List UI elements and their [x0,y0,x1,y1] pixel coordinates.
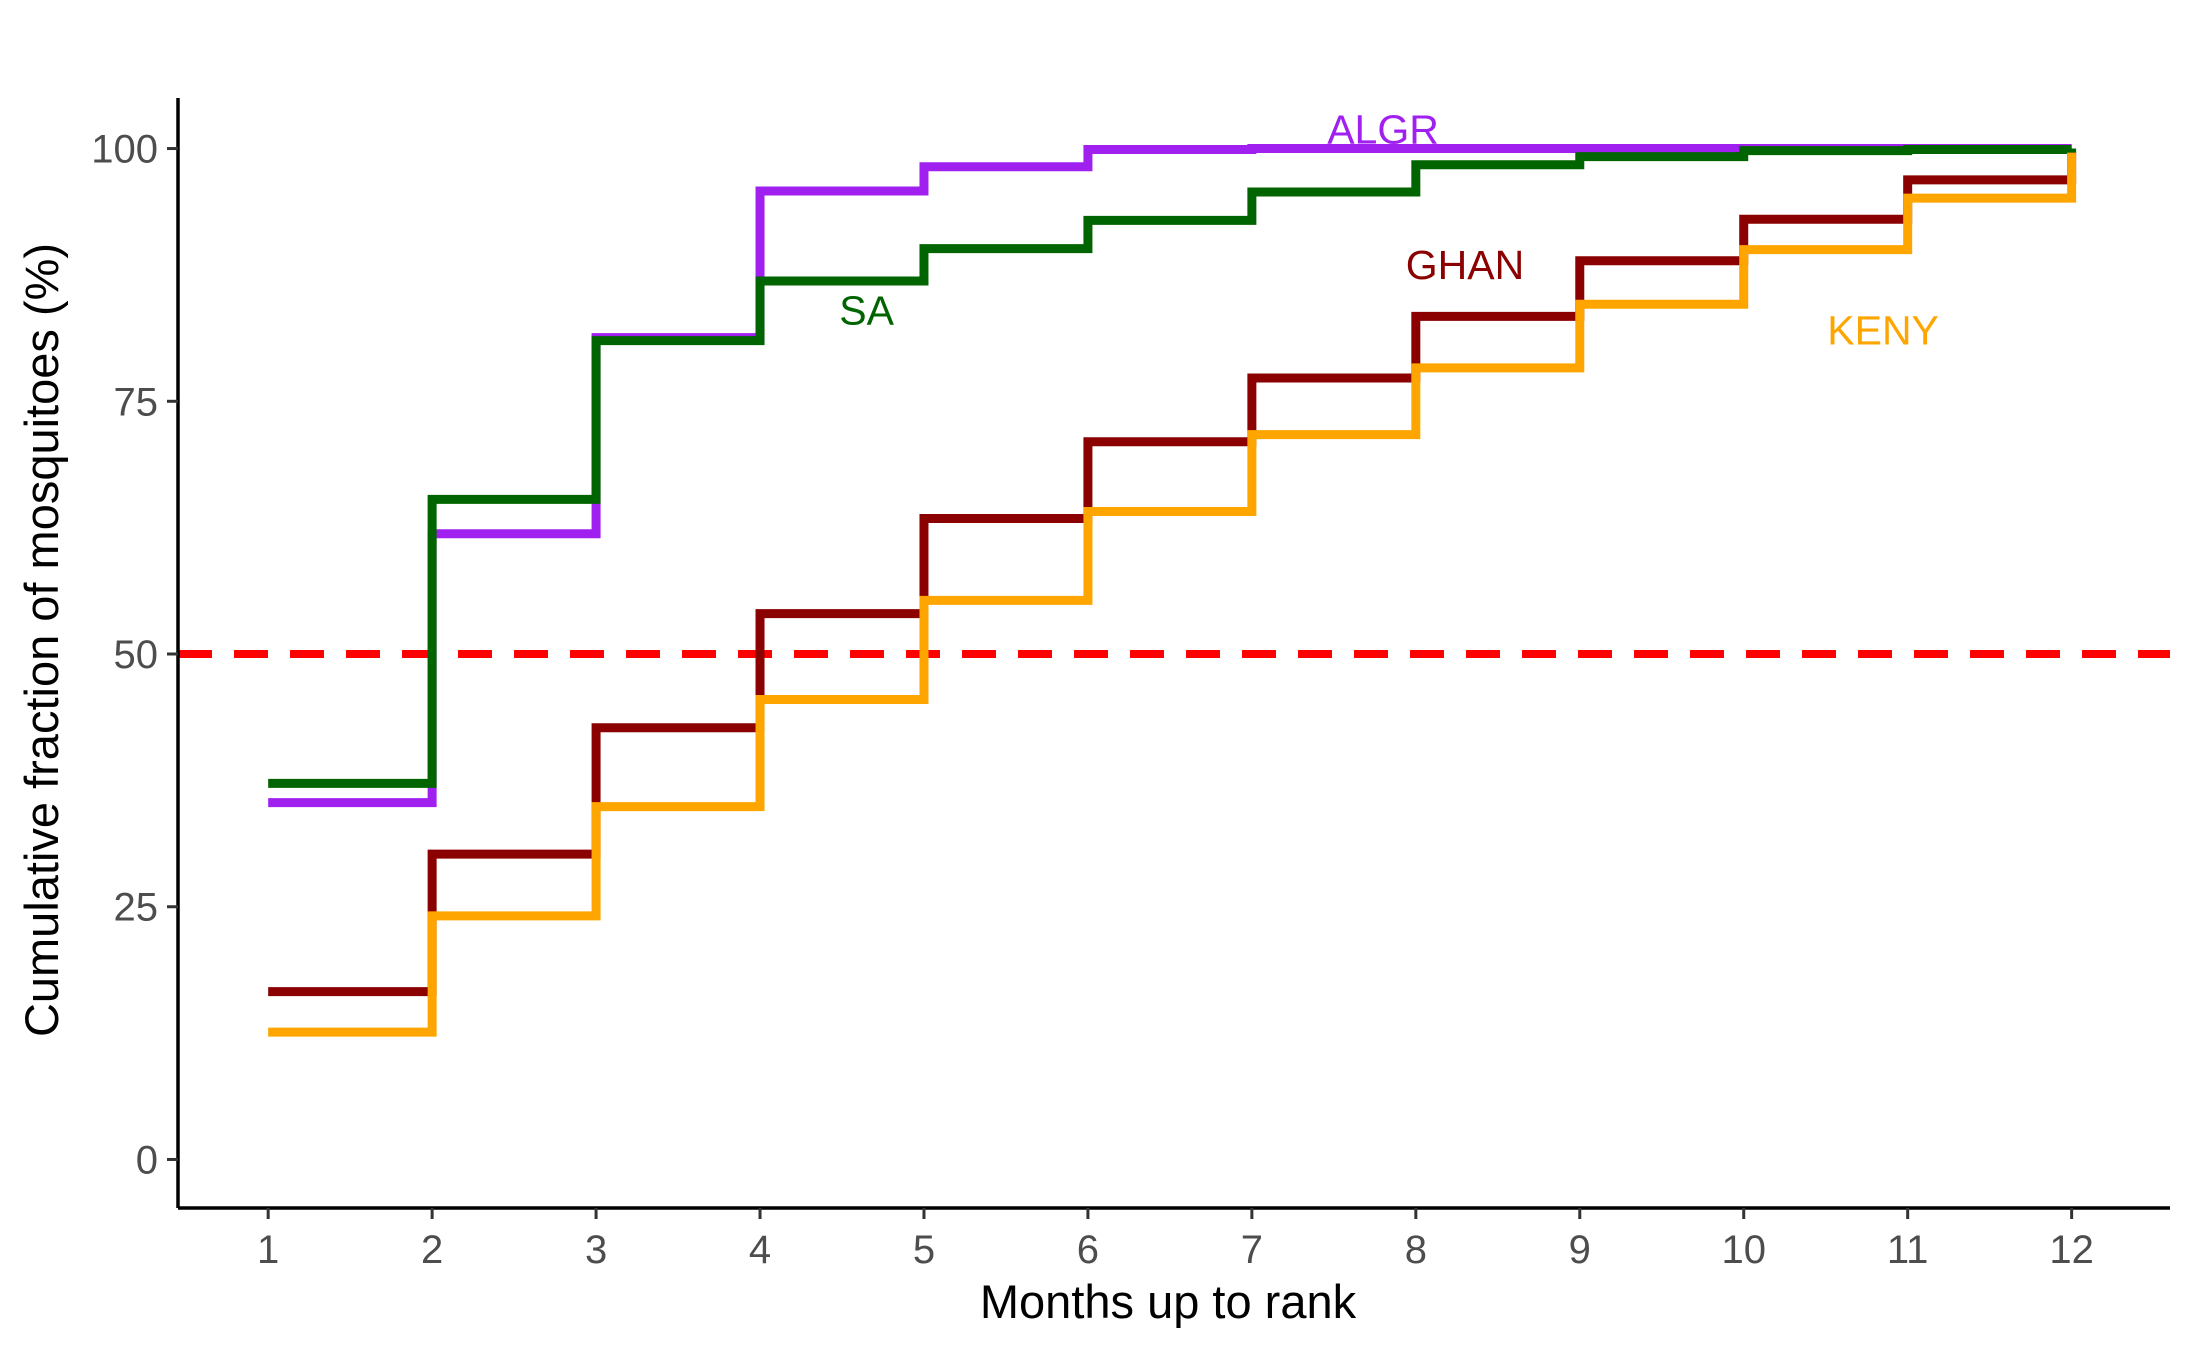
x-tick-label: 12 [2049,1228,2094,1272]
x-axis-title: Months up to rank [980,1275,1357,1328]
series-label-sa: SA [839,287,894,333]
y-axis-title: Cumulative fraction of mosquitoes (%) [15,243,68,1037]
y-tick-label: 75 [114,380,159,424]
series-label-keny: KENY [1827,308,1939,354]
y-tick-label: 0 [136,1138,158,1182]
x-tick-label: 3 [585,1228,607,1272]
x-tick-label: 1 [257,1228,279,1272]
x-tick-label: 11 [1887,1228,1929,1272]
series-line-algr [268,144,2072,808]
x-tick-label: 4 [749,1228,771,1272]
x-tick-label: 10 [1721,1228,1766,1272]
y-tick-label: 50 [114,633,159,677]
series-label-algr: ALGR [1327,106,1439,152]
x-tick-label: 8 [1405,1228,1427,1272]
y-tick-label: 25 [114,886,159,930]
x-tick-label: 9 [1569,1228,1591,1272]
x-tick-label: 7 [1241,1228,1263,1272]
y-tick-label: 100 [91,128,158,172]
series-line-ghan [268,152,2077,997]
marks-layer: ALGR SA GHAN KENY [178,106,2170,1037]
series-line-keny [268,152,2077,1037]
x-tick-label: 6 [1077,1228,1099,1272]
x-tick-label: 2 [421,1228,443,1272]
series-label-ghan: GHAN [1406,242,1524,288]
series-line-sa [268,145,2077,788]
x-tick-label: 5 [913,1228,935,1272]
